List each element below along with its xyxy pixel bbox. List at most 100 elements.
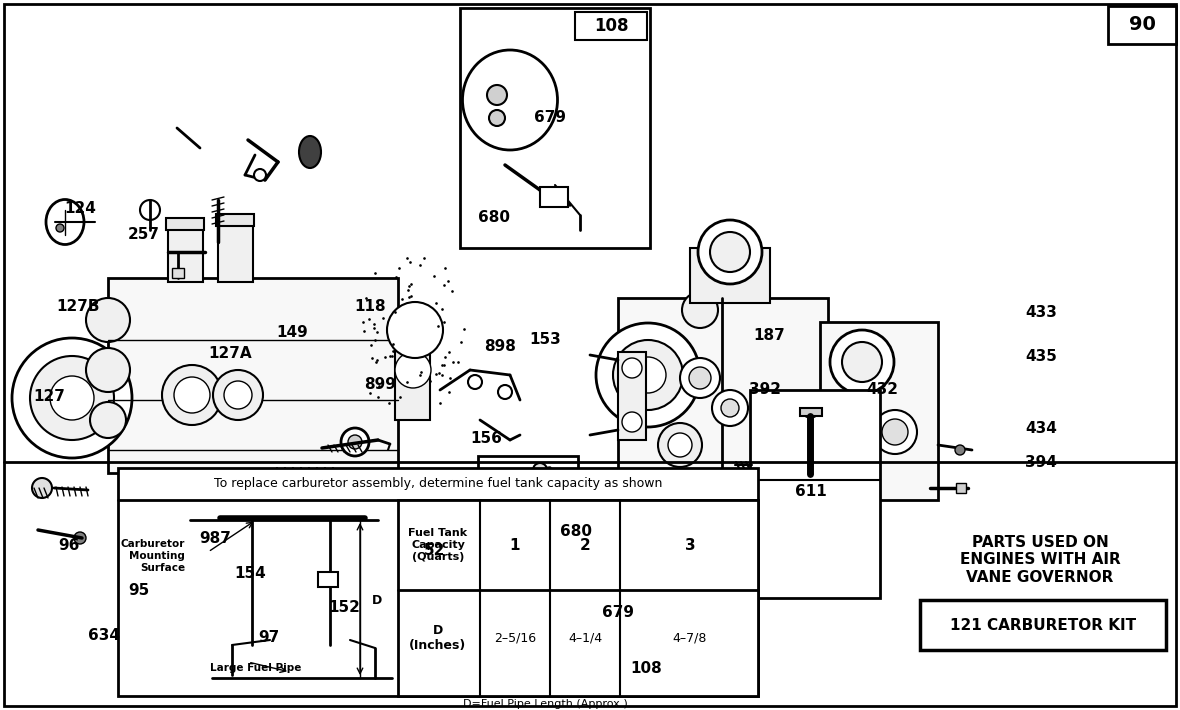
Bar [540, 187, 568, 207]
Circle shape [32, 478, 52, 498]
Text: 257: 257 [127, 226, 160, 242]
Text: 96: 96 [58, 537, 79, 553]
Text: 97: 97 [258, 630, 280, 645]
Text: Large Fuel Pipe: Large Fuel Pipe [210, 663, 301, 673]
Text: 680: 680 [559, 523, 592, 539]
Text: 127B: 127B [57, 299, 99, 315]
Text: 4–7/8: 4–7/8 [673, 631, 707, 645]
Text: 118: 118 [355, 299, 386, 315]
Circle shape [184, 645, 190, 651]
Bar [800, 408, 822, 416]
Text: 127A: 127A [209, 346, 251, 361]
Text: 187: 187 [754, 327, 785, 343]
Text: 154: 154 [235, 566, 266, 581]
Ellipse shape [46, 200, 84, 244]
Circle shape [140, 200, 160, 220]
Circle shape [830, 330, 894, 394]
Text: 432: 432 [866, 381, 899, 397]
Circle shape [254, 169, 266, 181]
Text: 95: 95 [129, 583, 150, 599]
Text: 149: 149 [277, 324, 308, 340]
Text: 52: 52 [424, 543, 445, 559]
Text: 680: 680 [478, 210, 510, 226]
Circle shape [395, 352, 431, 388]
Circle shape [214, 370, 263, 420]
Text: 124: 124 [64, 201, 97, 217]
Text: 898: 898 [484, 339, 517, 354]
Circle shape [721, 399, 739, 417]
Text: D
(Inches): D (Inches) [409, 624, 466, 652]
Bar [148, 470, 228, 505]
Bar [478, 456, 578, 528]
Circle shape [450, 470, 486, 506]
Circle shape [717, 483, 727, 493]
Text: 679: 679 [602, 604, 635, 620]
Bar [750, 390, 880, 598]
Ellipse shape [463, 50, 557, 150]
Circle shape [173, 377, 210, 413]
Bar [216, 214, 254, 226]
Circle shape [387, 302, 442, 358]
Text: 433: 433 [1024, 305, 1057, 320]
Text: 90: 90 [1128, 16, 1155, 35]
Circle shape [74, 532, 86, 544]
Circle shape [682, 292, 717, 328]
Text: 156: 156 [470, 431, 503, 447]
Bar [460, 8, 650, 248]
Circle shape [489, 110, 505, 126]
Bar [690, 248, 771, 303]
Text: 899: 899 [363, 377, 396, 393]
Text: Fuel Tank
Capacity
(Quarts): Fuel Tank Capacity (Quarts) [408, 528, 467, 562]
Text: Carburetor
Mounting
Surface: Carburetor Mounting Surface [120, 540, 185, 572]
Bar [1108, 6, 1176, 44]
Circle shape [658, 423, 702, 467]
Bar [398, 500, 758, 696]
Text: 435: 435 [1024, 349, 1057, 364]
Bar [118, 468, 758, 696]
Circle shape [612, 340, 683, 410]
Text: 434: 434 [1024, 421, 1057, 437]
Bar [956, 483, 966, 493]
Circle shape [622, 358, 642, 378]
Bar [920, 600, 1166, 650]
Text: 611: 611 [795, 484, 827, 500]
Text: PARTS USED ON
ENGINES WITH AIR
VANE GOVERNOR: PARTS USED ON ENGINES WITH AIR VANE GOVE… [959, 535, 1120, 585]
Text: D=Fuel Pipe Length (Approx.): D=Fuel Pipe Length (Approx.) [463, 699, 628, 709]
Text: 121 CARBURETOR KIT: 121 CARBURETOR KIT [950, 618, 1136, 633]
Circle shape [668, 433, 691, 457]
Text: 392: 392 [748, 381, 781, 397]
Circle shape [162, 365, 222, 425]
Bar [166, 218, 204, 230]
Circle shape [459, 479, 477, 497]
Text: 3: 3 [684, 537, 695, 552]
Circle shape [813, 410, 857, 454]
Text: To replace carburetor assembly, determine fuel tank capacity as shown: To replace carburetor assembly, determin… [214, 478, 662, 491]
Text: D: D [372, 594, 382, 606]
Circle shape [712, 390, 748, 426]
Text: 152: 152 [328, 600, 361, 616]
Bar [618, 352, 645, 440]
Text: 394: 394 [1024, 455, 1057, 471]
Bar [317, 572, 337, 587]
Text: 108: 108 [631, 661, 662, 677]
Bar [218, 218, 253, 282]
Circle shape [689, 367, 712, 389]
Circle shape [680, 358, 720, 398]
Bar [198, 490, 228, 512]
Ellipse shape [299, 136, 321, 168]
Circle shape [30, 356, 114, 440]
Text: 108: 108 [594, 17, 628, 35]
Circle shape [224, 381, 253, 409]
Circle shape [487, 85, 507, 105]
Circle shape [86, 348, 130, 392]
Text: 679: 679 [535, 111, 566, 126]
Text: 153: 153 [530, 332, 560, 347]
Text: 4–1/4: 4–1/4 [568, 631, 602, 645]
Circle shape [341, 428, 369, 456]
Circle shape [843, 342, 881, 382]
Bar [168, 222, 203, 282]
Bar [618, 298, 828, 523]
FancyBboxPatch shape [343, 236, 485, 428]
Circle shape [468, 375, 481, 389]
Bar [395, 320, 430, 420]
